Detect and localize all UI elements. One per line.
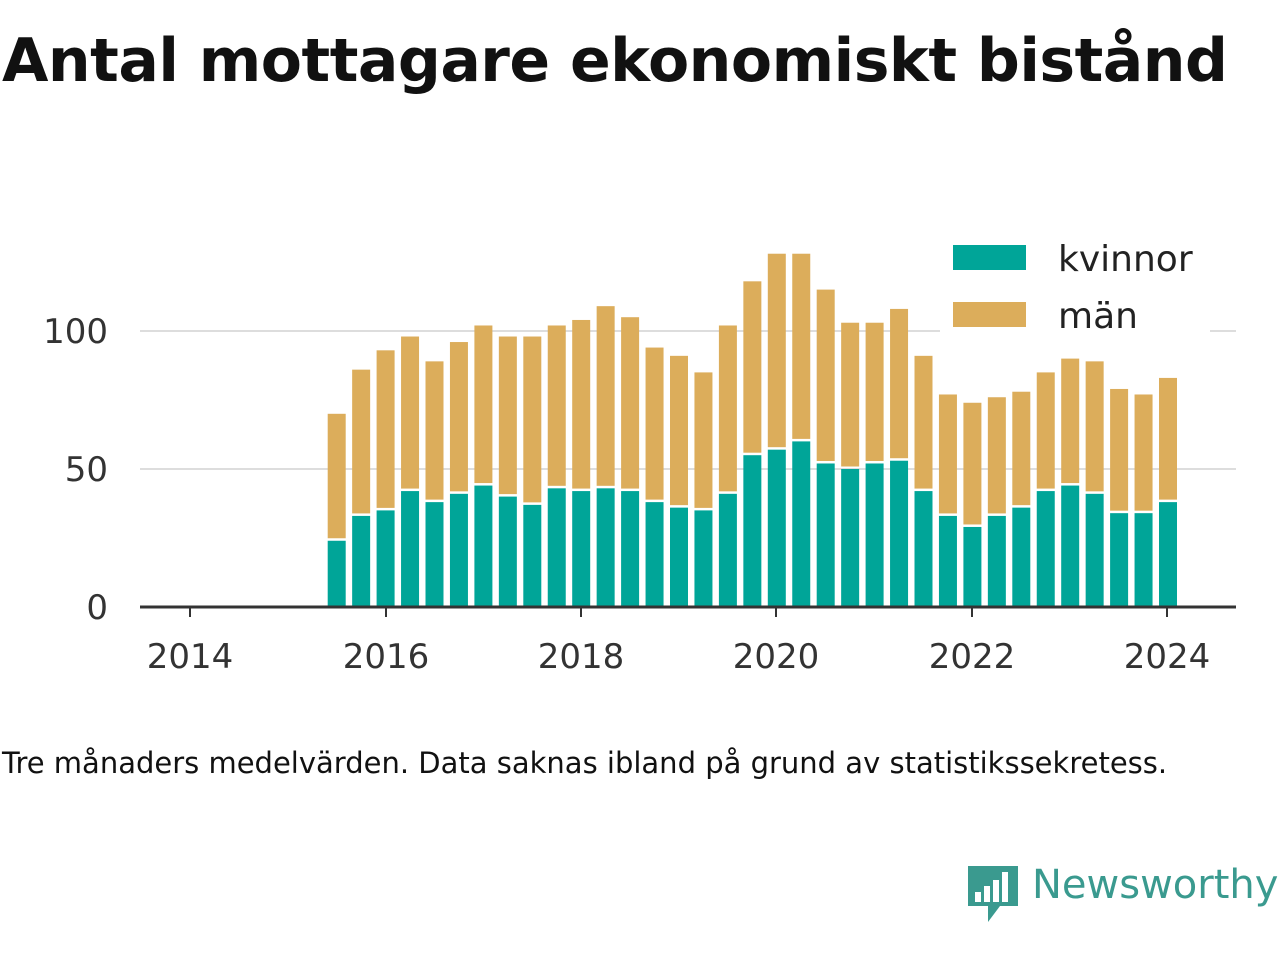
bar-man-2020-10 [841,322,860,467]
bar-man-2017-01 [474,325,493,484]
x-tick-label-2024: 2024 [1124,637,1211,677]
bar-kvinnor-2015-10 [352,515,371,607]
bar-man-2017-10 [547,325,566,486]
bar-kvinnor-2017-07 [523,504,542,607]
bar-kvinnor-2021-10 [938,515,957,607]
bar-kvinnor-2022-10 [1036,491,1055,607]
bar-man-2022-01 [963,402,982,525]
bar-kvinnor-2022-04 [987,515,1006,607]
bar-man-2018-07 [621,317,640,489]
bar-man-2020-07 [816,289,835,461]
bar-kvinnor-2023-01 [1061,485,1080,607]
x-tick-label-2018: 2018 [538,637,625,677]
bar-kvinnor-2018-04 [596,488,615,607]
bar-kvinnor-2017-10 [547,488,566,607]
bar-man-2024-01 [1159,377,1177,500]
bar-man-2019-07 [718,325,737,492]
bar-man-2016-04 [401,336,420,489]
bar-man-2020-01 [767,253,786,448]
bar-kvinnor-2020-10 [841,469,860,607]
bar-kvinnor-2018-01 [572,491,591,607]
x-tick-label-2014: 2014 [147,637,234,677]
bar-kvinnor-2022-01 [963,526,982,607]
bar-man-2021-07 [914,355,933,489]
bar-man-2015-10 [352,369,371,514]
bar-kvinnor-2021-04 [890,460,909,607]
bar-man-2022-10 [1036,372,1055,489]
x-tick-label-2022: 2022 [929,637,1016,677]
y-tick-label: 100 [43,312,108,352]
bar-man-2016-10 [449,342,468,492]
bar-man-2015-07 [327,413,346,539]
legend-label-0: kvinnor [1058,239,1193,280]
bar-man-2021-10 [938,394,957,514]
bar-man-2018-01 [572,319,591,489]
legend: kvinnor män [940,230,1210,337]
y-tick-label: 50 [65,450,108,490]
bar-man-2018-10 [645,347,664,500]
bar-kvinnor-2024-01 [1159,502,1177,607]
bar-kvinnor-2019-07 [718,493,737,607]
bar-kvinnor-2021-07 [914,491,933,607]
bar-kvinnor-2019-10 [743,455,762,607]
newsworthy-chat-bars-icon [968,866,1018,922]
bars [327,253,1177,607]
legend-label-1: män [1058,296,1138,337]
bar-kvinnor-2023-07 [1110,513,1129,607]
bar-kvinnor-2020-01 [767,449,786,607]
bar-kvinnor-2023-04 [1085,493,1104,607]
legend-swatch-1 [953,302,1026,327]
bar-kvinnor-2019-01 [670,507,688,607]
x-tick-label-2016: 2016 [343,637,430,677]
bar-man-2023-07 [1110,388,1129,511]
y-tick-label: 0 [86,588,108,628]
bar-kvinnor-2018-10 [645,502,664,607]
bar-man-2019-01 [670,355,688,506]
bar-kvinnor-2022-07 [1012,507,1031,607]
bar-kvinnor-2021-01 [865,463,884,607]
bar-kvinnor-2016-04 [401,491,420,607]
stacked-bar-chart: 0 50 100 2014 2016 2018 2020 2022 2024 kvinnor m… [43,230,1236,677]
chart-note: Tre månaders medelvärden. Data saknas ib… [2,746,1168,780]
bar-man-2019-10 [743,281,762,453]
bar-man-2017-07 [523,336,542,503]
bar-kvinnor-2020-04 [792,441,811,607]
chart-title: Antal mottagare ekonomiskt bistånd [2,26,1228,96]
bar-man-2021-04 [890,308,909,459]
bar-kvinnor-2018-07 [621,491,640,607]
bar-man-2019-04 [694,372,713,508]
bar-kvinnor-2016-07 [425,502,444,607]
bar-man-2022-07 [1012,391,1031,506]
legend-swatch-0 [953,245,1026,270]
bar-man-2018-04 [596,306,615,486]
bar-kvinnor-2017-01 [474,485,493,607]
bar-kvinnor-2020-07 [816,463,835,607]
y-axis-labels: 0 50 100 [43,312,108,628]
bar-man-2017-04 [498,336,517,495]
bar-kvinnor-2016-01 [376,510,395,607]
x-tick-label-2020: 2020 [733,637,820,677]
bar-man-2016-01 [376,350,395,508]
bar-man-2016-07 [425,361,444,500]
bar-man-2023-04 [1085,361,1104,492]
bar-man-2023-10 [1134,394,1153,511]
bar-man-2022-04 [987,397,1006,514]
newsworthy-logo: Newsworthy [964,862,1279,928]
x-axis-ticks: 2014 2016 2018 2020 2022 2024 [147,607,1211,677]
bar-kvinnor-2019-04 [694,510,713,607]
bar-man-2023-01 [1061,358,1080,484]
bar-kvinnor-2015-07 [327,540,346,607]
brand-name: Newsworthy [1032,862,1279,908]
bar-man-2021-01 [865,322,884,461]
bar-man-2020-04 [792,253,811,439]
bar-kvinnor-2016-10 [449,493,468,607]
bar-kvinnor-2017-04 [498,496,517,607]
bar-kvinnor-2023-10 [1134,513,1153,607]
